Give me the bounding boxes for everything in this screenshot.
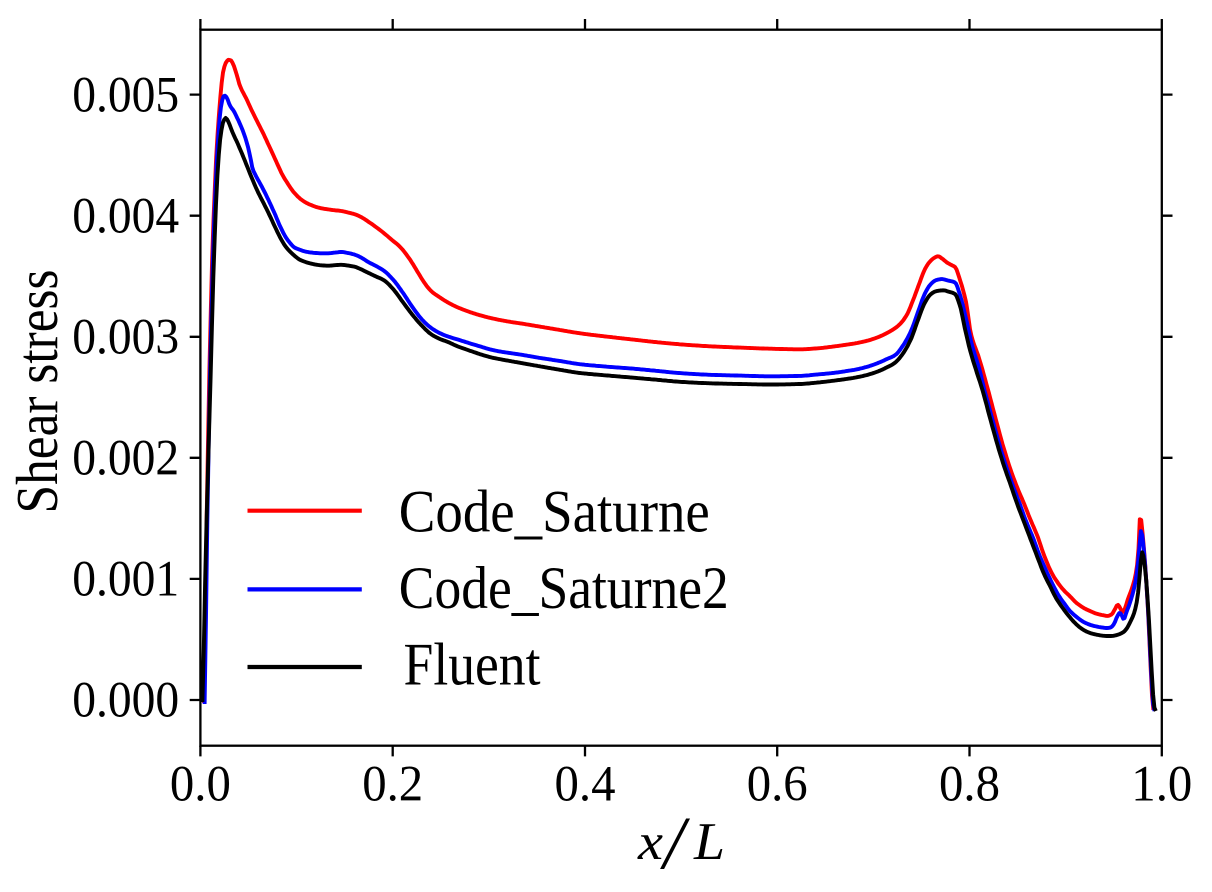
svg-text:0.8: 0.8 — [939, 755, 1000, 811]
svg-text:Fluent: Fluent — [404, 631, 541, 697]
svg-text:0.2: 0.2 — [362, 755, 423, 811]
svg-text:0.003: 0.003 — [72, 309, 179, 365]
svg-text:Code_Saturne2: Code_Saturne2 — [399, 555, 729, 621]
svg-text:x: x — [637, 814, 663, 871]
svg-text:0.6: 0.6 — [747, 755, 808, 811]
svg-text:0.000: 0.000 — [72, 672, 179, 728]
svg-text:Code_Saturne: Code_Saturne — [399, 478, 710, 544]
svg-text:0.004: 0.004 — [72, 187, 179, 243]
svg-text:0.0: 0.0 — [170, 755, 231, 811]
svg-text:0.001: 0.001 — [72, 551, 179, 607]
svg-text:0.4: 0.4 — [555, 755, 616, 811]
svg-text:0.002: 0.002 — [72, 430, 179, 486]
svg-text:0.005: 0.005 — [72, 66, 179, 122]
svg-text:1.0: 1.0 — [1131, 755, 1192, 811]
svg-text:L: L — [693, 813, 725, 871]
svg-text:Shear stress: Shear stress — [4, 270, 70, 514]
